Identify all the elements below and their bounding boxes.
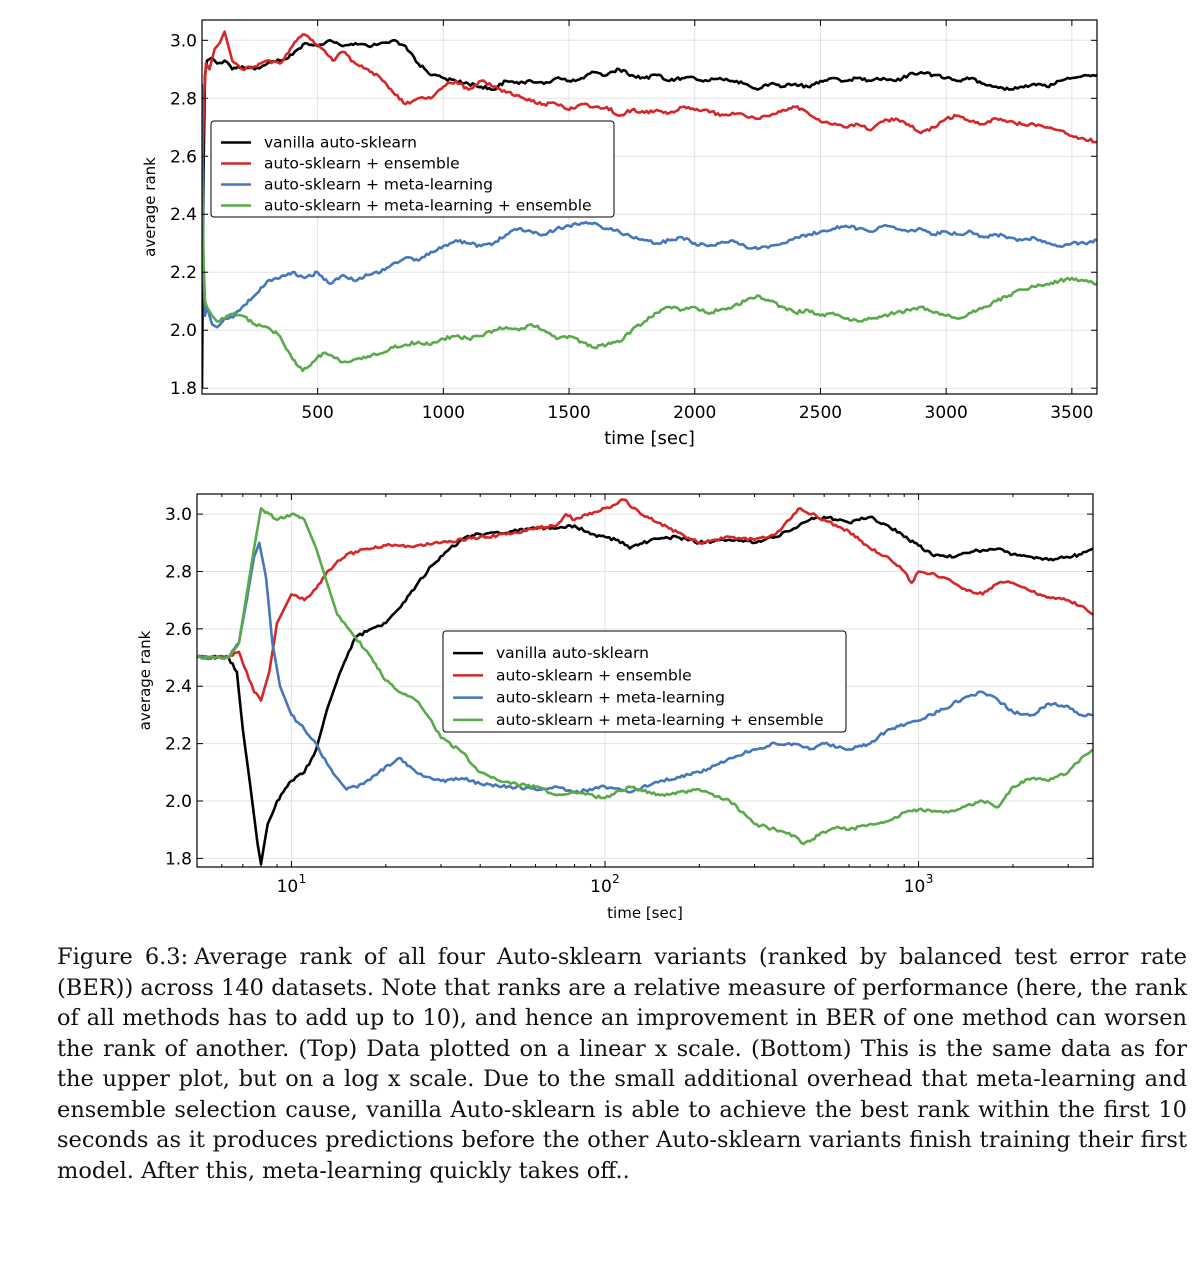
chart-panel-linear: 1.8 2.0 2.2 2.4 2.6 2.8 3.0 500 1000 1500 2000 2500… <box>141 19 1098 449</box>
x-tick-label-exponent: 3 <box>926 872 934 886</box>
x-tick-label: 1000 <box>422 403 465 423</box>
legend-box <box>210 120 615 218</box>
legend-entry: vanilla auto-sklearn <box>264 134 417 152</box>
y-tick-label: 2.4 <box>170 205 197 225</box>
legend-entry: auto-sklearn + meta-learning <box>496 689 725 707</box>
x-tick-label: 10 <box>277 877 299 897</box>
legend-entry: auto-sklearn + meta-learning <box>264 176 493 194</box>
x-tick-label: 10 <box>590 877 612 897</box>
y-tick-label: 2.4 <box>165 677 192 697</box>
series-line-3 <box>197 507 1093 846</box>
legend-box <box>442 630 847 733</box>
y-tick-label: 3.0 <box>170 31 197 51</box>
legend-entry: auto-sklearn + meta-learning + ensemble <box>264 197 592 215</box>
series-line-3 <box>202 185 1097 373</box>
y-tick-label: 2.6 <box>170 147 197 167</box>
x-tick-label: 3000 <box>925 403 968 423</box>
x-tick-label: 10 <box>904 877 926 897</box>
x-axis-label: time [sec] <box>604 428 695 449</box>
x-tick-label-exponent: 1 <box>299 872 307 886</box>
y-axis-label: average rank <box>141 157 159 257</box>
plot-frame <box>196 493 1094 868</box>
series-line-1 <box>197 498 1093 702</box>
y-tick-label: 2.0 <box>165 792 192 812</box>
y-tick-label: 2.2 <box>165 735 192 755</box>
y-axis-label: average rank <box>136 630 154 730</box>
y-tick-label: 1.8 <box>170 379 197 399</box>
y-tick-label: 3.0 <box>165 505 192 525</box>
y-tick-label: 2.6 <box>165 620 192 640</box>
x-tick-label: 2500 <box>799 403 842 423</box>
legend: vanilla auto-sklearn auto-sklearn + ensem… <box>442 630 847 733</box>
plot-frame <box>201 19 1098 395</box>
x-axis-label: time [sec] <box>607 904 683 922</box>
legend-entry: auto-sklearn + ensemble <box>264 155 460 173</box>
x-tick-label: 3500 <box>1050 403 1093 423</box>
x-tick-label: 1500 <box>547 403 590 423</box>
y-tick-label: 2.0 <box>170 321 197 341</box>
y-tick-label: 2.8 <box>165 562 192 582</box>
legend-entry: vanilla auto-sklearn <box>496 644 649 662</box>
x-tick-label: 500 <box>301 403 333 423</box>
figure-charts: 1.8 2.0 2.2 2.4 2.6 2.8 3.0 500 1000 1500 2000 2500… <box>136 19 1098 922</box>
caption-label: Figure 6.3: <box>57 944 189 970</box>
series-line-0 <box>197 515 1093 866</box>
legend: vanilla auto-sklearn auto-sklearn + ensem… <box>210 120 615 218</box>
series-line-2 <box>197 541 1093 794</box>
series-line-1 <box>202 30 1097 186</box>
series-line-0 <box>202 39 1097 389</box>
legend-entry: auto-sklearn + ensemble <box>496 666 692 684</box>
x-tick-label: 2000 <box>673 403 716 423</box>
series-line-2 <box>202 83 1097 329</box>
legend-entry: auto-sklearn + meta-learning + ensemble <box>496 711 824 729</box>
y-tick-label: 2.2 <box>170 263 197 283</box>
y-tick-label: 1.8 <box>165 849 192 869</box>
x-tick-label-exponent: 2 <box>612 872 620 886</box>
y-tick-label: 2.8 <box>170 89 197 109</box>
figure-caption: Figure 6.3: Average rank of all four Auto… <box>57 942 1187 1186</box>
caption-text: Average rank of all four Auto-sklearn va… <box>57 944 1187 1184</box>
